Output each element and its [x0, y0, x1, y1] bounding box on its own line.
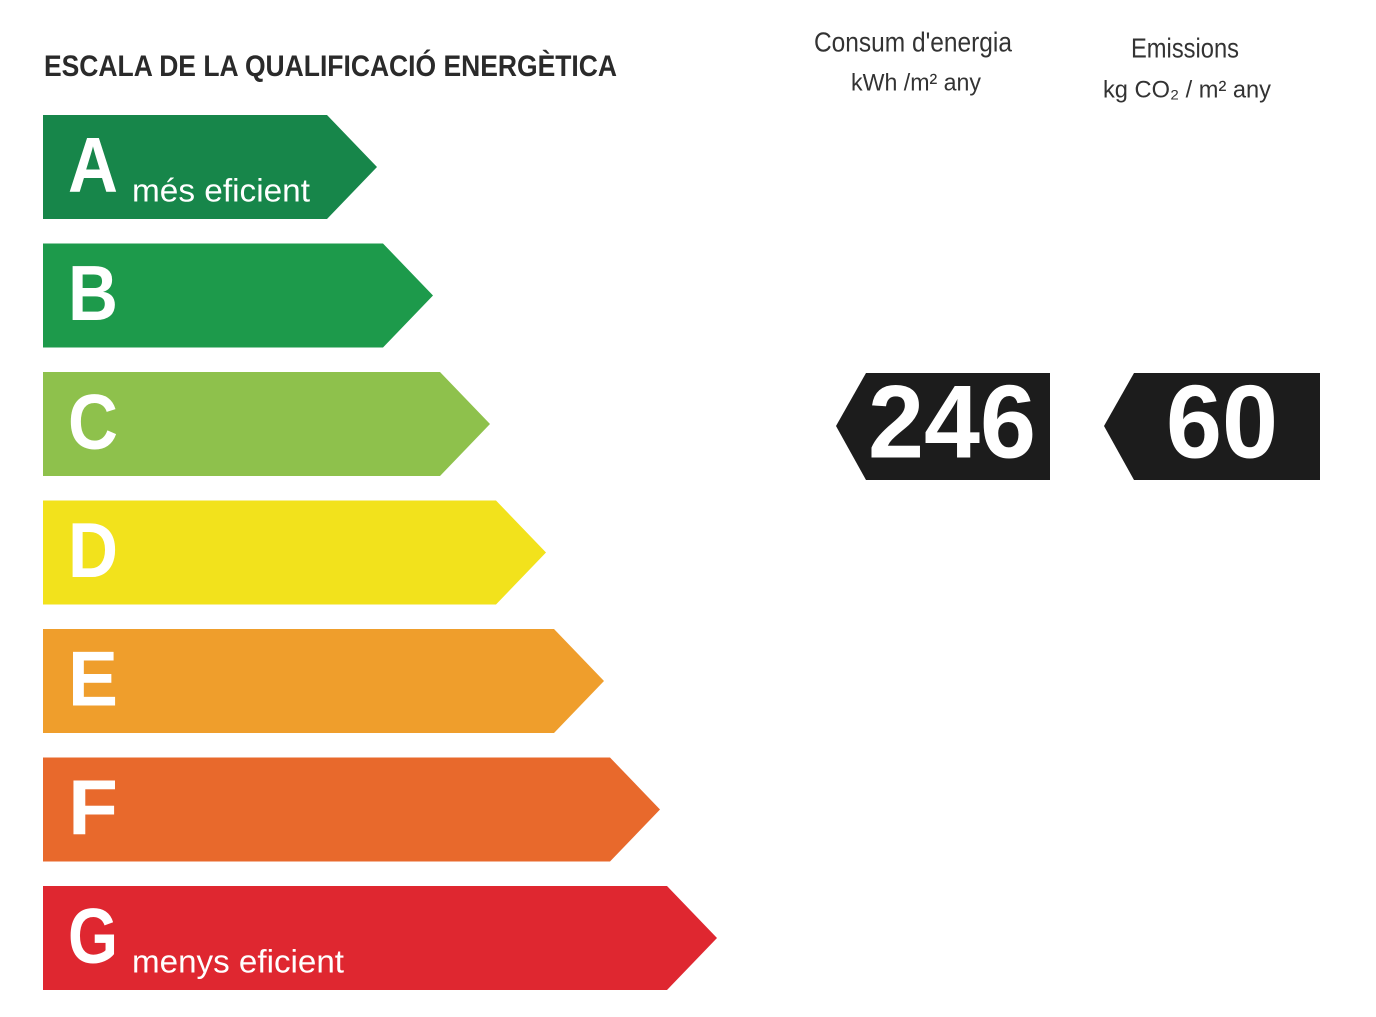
class-note: menys eficient — [132, 943, 344, 979]
consumption-header: Consum d'energia — [814, 26, 1012, 57]
consumption-unit: kWh /m² any — [851, 69, 981, 96]
class-letter: E — [68, 635, 118, 723]
class-letter: F — [68, 763, 118, 851]
emissions-value: 60 — [1166, 364, 1278, 480]
class-bar — [43, 372, 490, 476]
class-bar — [43, 757, 660, 862]
class-bar — [43, 500, 546, 605]
emissions-unit: kg CO₂ / m² any — [1103, 76, 1271, 103]
class-bar — [43, 243, 433, 348]
title: ESCALA DE LA QUALIFICACIÓ ENERGÈTICA — [44, 49, 617, 83]
emissions-header: Emissions — [1131, 32, 1239, 63]
class-bar — [43, 629, 604, 733]
class-letter: G — [68, 892, 118, 980]
emissions-marker — [1104, 373, 1320, 480]
consumption-marker — [836, 373, 1050, 480]
class-letter: B — [68, 249, 118, 337]
class-bar — [43, 115, 377, 219]
class-letter: A — [68, 121, 118, 209]
class-bar — [43, 886, 717, 990]
class-letter: C — [68, 378, 118, 466]
consumption-value: 246 — [868, 364, 1036, 480]
class-note: més eficient — [132, 172, 310, 208]
class-letter: D — [68, 506, 118, 594]
